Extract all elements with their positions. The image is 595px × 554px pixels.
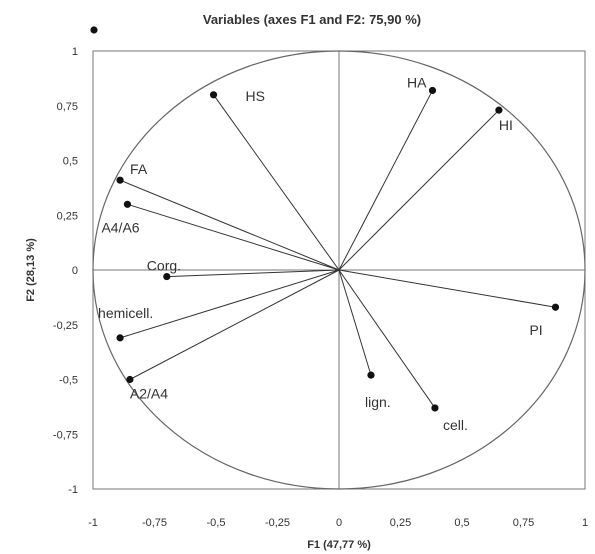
vector-lign [338,269,372,376]
point-label-ha: HA [407,74,427,90]
y-axis-title: F2 (28,13 %) [25,238,37,302]
y-tick-label: 1 [72,46,78,58]
point-label-corg: Corg. [147,258,181,274]
y-tick-label: 0,75 [57,101,78,113]
point-lign [367,371,375,379]
vector-hemicell [119,269,340,339]
x-tick-label: -0,75 [142,517,167,529]
point-fa [116,176,124,184]
x-tick-label: 0 [336,517,342,529]
vectors-group [119,90,556,409]
point-label-lign: lign. [365,394,391,410]
point-a2-a4 [126,375,134,384]
points-group [116,86,560,412]
point-hemicell [116,334,124,342]
legend [90,26,98,34]
point-label-cell: cell. [443,417,468,433]
vector-a4-a6 [127,203,340,271]
x-tick-label: 0,5 [454,517,469,529]
point-hs [209,91,218,99]
x-tick-label: -0,5 [207,517,226,529]
y-tick-label: 0,25 [57,210,78,222]
x-tick-label: -0,25 [265,517,290,529]
vector-hs [213,94,340,271]
point-label-hs: HS [246,88,265,104]
y-tick-label: 0,5 [63,156,78,168]
vector-fa [119,179,340,271]
x-axis-title: F1 (47,77 %) [307,539,371,551]
vector-corg [166,269,340,278]
x-tick-labels: -1 -0,75 -0,5 -0,25 0 0,25 0,5 0,75 1 [88,517,588,529]
point-a4-a6 [123,200,132,208]
point-label-a4-a6: A4/A6 [101,219,139,235]
point-corg [163,272,171,281]
point-labels-group: HS HA HI FA A4/A6 Corg. hemicell. A2/A4 PI lign. c… [98,74,543,433]
legend-marker [90,26,98,34]
vector-ha [338,90,433,271]
point-label-hi: HI [499,117,513,133]
y-tick-label: -1 [68,484,78,496]
x-tick-label: 0,75 [513,517,534,529]
point-label-hemicell: hemicell. [98,305,153,321]
vector-hi [338,109,500,271]
point-label-pi: PI [529,322,542,338]
x-tick-label: -1 [88,517,98,529]
vector-cell [338,269,436,409]
x-tick-label: 0,25 [390,517,411,529]
point-cell [431,404,439,412]
correlation-circle [92,50,586,490]
x-tick-label: 1 [582,517,588,529]
chart-title: Variables (axes F1 and F2: 75,90 %) [203,12,421,27]
point-ha [428,86,437,95]
y-tick-labels: 1 0,75 0,5 0,25 0 -0,25 -0,5 -0,75 -1 [53,46,78,496]
vector-a2-a4 [129,269,340,380]
point-label-a2-a4: A2/A4 [130,386,168,402]
point-hi [495,106,503,114]
point-pi [551,303,560,311]
point-label-fa: FA [130,161,148,177]
y-tick-label: -0,75 [53,429,78,441]
y-tick-label: -0,25 [53,320,78,332]
vector-pi [338,269,556,308]
y-tick-label: -0,5 [59,375,78,387]
y-tick-label: 0 [72,265,78,277]
